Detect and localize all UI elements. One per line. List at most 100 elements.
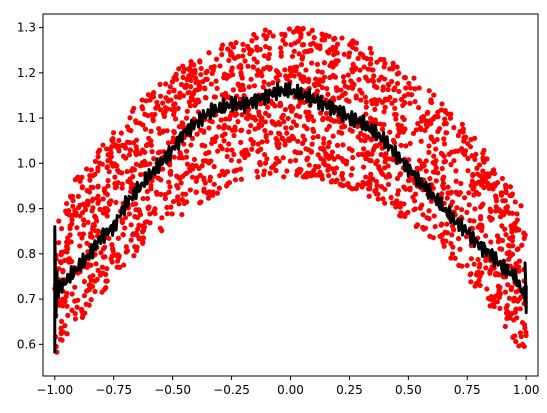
scatter-point — [166, 189, 172, 195]
scatter-point — [321, 60, 327, 66]
scatter-point — [349, 186, 355, 192]
scatter-point — [262, 119, 268, 125]
scatter-point — [464, 262, 470, 269]
scatter-point — [292, 40, 298, 46]
scatter-point — [368, 61, 374, 67]
scatter-point — [514, 246, 520, 252]
scatter-point — [448, 161, 454, 168]
scatter-point — [122, 225, 128, 231]
scatter-point — [213, 56, 220, 62]
scatter-point — [300, 25, 306, 32]
scatter-point — [311, 118, 317, 124]
scatter-point — [331, 156, 337, 162]
scatter-point — [218, 46, 224, 52]
scatter-point — [258, 117, 264, 123]
scatter-point — [92, 158, 99, 164]
scatter-point — [136, 207, 142, 213]
scatter-point — [201, 175, 207, 181]
scatter-point — [223, 116, 229, 122]
scatter-point — [69, 291, 75, 297]
scatter-point — [166, 179, 172, 185]
scatter-point — [368, 56, 374, 62]
scatter-point — [213, 135, 219, 141]
scatter-point — [164, 211, 171, 217]
scatter-point — [451, 158, 457, 164]
scatter-point — [95, 165, 101, 171]
scatter-point — [194, 131, 200, 137]
scatter-point — [449, 232, 455, 238]
scatter-point — [241, 47, 247, 53]
scatter-point — [319, 31, 325, 37]
scatter-point — [484, 286, 490, 292]
scatter-point — [355, 134, 361, 140]
scatter-point — [254, 72, 260, 78]
scatter-point — [359, 52, 366, 58]
scatter-point — [179, 211, 185, 218]
scatter-point — [95, 229, 102, 235]
scatter-point — [502, 198, 508, 204]
scatter-point — [431, 153, 437, 159]
scatter-point — [263, 43, 269, 50]
scatter-point — [423, 168, 429, 174]
scatter-point — [488, 239, 494, 245]
scatter-point — [256, 109, 262, 115]
scatter-point — [363, 74, 369, 80]
scatter-point — [140, 195, 146, 202]
scatter-point — [367, 45, 373, 51]
scatter-point — [217, 63, 223, 69]
scatter-point — [439, 165, 445, 172]
scatter-point — [420, 161, 426, 167]
scatter-point — [325, 167, 331, 173]
scatter-point — [407, 85, 414, 91]
scatter-point — [90, 196, 96, 202]
scatter-point — [478, 213, 484, 220]
scatter-point — [302, 137, 308, 143]
scatter-point — [84, 188, 90, 194]
scatter-point — [469, 178, 475, 184]
scatter-point — [460, 129, 466, 135]
scatter-point — [99, 289, 105, 295]
scatter-point — [513, 227, 519, 233]
scatter-point — [188, 142, 194, 148]
scatter-point — [116, 137, 122, 144]
scatter-point — [249, 38, 255, 44]
scatter-point — [188, 59, 194, 65]
scatter-point — [164, 96, 170, 103]
scatter-point — [175, 174, 182, 181]
scatter-point — [485, 182, 491, 188]
scatter-point — [461, 195, 468, 201]
scatter-point — [93, 261, 99, 267]
scatter-point — [72, 207, 78, 214]
scatter-point — [229, 127, 236, 133]
scatter-point — [393, 116, 399, 122]
scatter-point — [100, 142, 106, 148]
scatter-point — [139, 104, 145, 110]
scatter-point — [477, 282, 483, 289]
scatter-point — [278, 53, 284, 59]
scatter-point — [190, 97, 196, 103]
scatter-point — [492, 181, 498, 187]
scatter-point — [59, 318, 65, 324]
scatter-point — [56, 218, 62, 224]
scatter-point — [294, 150, 300, 156]
scatter-point — [279, 135, 285, 141]
scatter-point — [277, 45, 284, 51]
scatter-point — [104, 191, 110, 198]
scatter-point — [142, 111, 148, 117]
scatter-point — [345, 72, 351, 78]
scatter-point — [464, 209, 470, 215]
scatter-point — [139, 97, 145, 103]
scatter-point — [282, 106, 289, 113]
y-tick-label: 1.3 — [17, 21, 36, 35]
scatter-point — [276, 158, 282, 164]
scatter-point — [283, 125, 289, 131]
scatter-point — [411, 75, 417, 81]
scatter-point — [305, 155, 311, 161]
scatter-point — [109, 253, 115, 259]
scatter-point — [180, 69, 187, 75]
scatter-point — [73, 212, 79, 218]
scatter-point — [512, 309, 518, 315]
scatter-point — [100, 246, 107, 252]
scatter-point — [228, 41, 234, 47]
scatter-point — [291, 135, 297, 141]
